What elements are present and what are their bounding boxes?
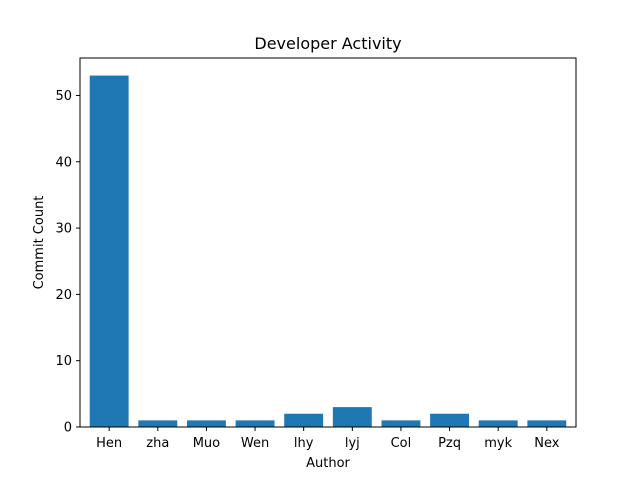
x-tick-label: Muo (193, 436, 220, 451)
y-tick-label: 50 (55, 89, 72, 104)
plot-frame (79, 57, 577, 428)
y-axis-ticks: 0 10 20 30 40 50 (55, 89, 80, 436)
bar-lhy (284, 413, 324, 427)
bar-hen (89, 75, 129, 428)
y-axis-label: Commit Count (32, 196, 47, 290)
x-tick-label: Pzq (438, 436, 461, 451)
y-tick-label: 40 (55, 155, 72, 170)
bar-pzq (430, 413, 470, 427)
x-tick-label: Nex (534, 436, 559, 451)
x-tick-label: Wen (241, 436, 269, 451)
bar-col (381, 420, 421, 427)
bar-wen (235, 420, 275, 427)
chart-title: Developer Activity (254, 34, 401, 53)
x-tick-label: zha (146, 436, 169, 451)
bar-zha (138, 420, 178, 427)
x-tick-label: lhy (294, 436, 314, 451)
x-tick-label: Col (391, 436, 412, 451)
y-tick-label: 20 (55, 288, 72, 303)
x-axis-ticks: Hen zha Muo Wen lhy lyj Col Pzq myk Nex (96, 427, 560, 451)
y-tick-label: 10 (55, 354, 72, 369)
x-tick-label: Hen (96, 436, 122, 451)
bar-myk (478, 420, 518, 427)
x-tick-label: lyj (345, 436, 360, 451)
y-tick-label: 0 (64, 421, 72, 436)
bar-lyj (332, 407, 372, 427)
x-tick-label: myk (484, 436, 512, 451)
bar-muo (186, 420, 226, 427)
bar-nex (527, 420, 567, 427)
x-axis-label: Author (306, 456, 350, 471)
bars-group (89, 75, 567, 428)
y-tick-label: 30 (55, 222, 72, 237)
